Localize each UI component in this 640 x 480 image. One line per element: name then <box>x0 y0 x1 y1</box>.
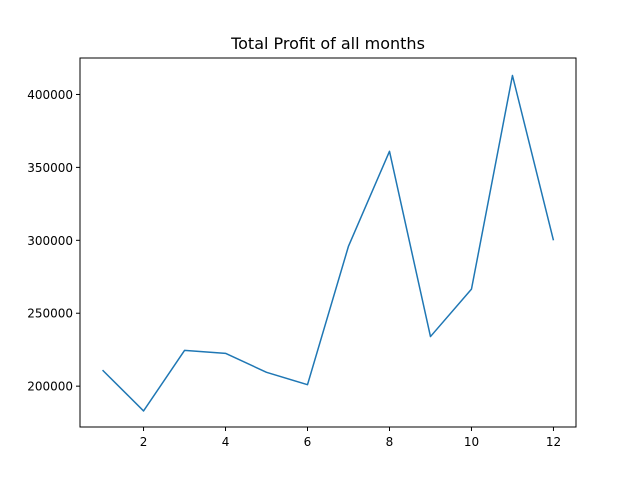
y-tick-label: 400000 <box>27 88 73 102</box>
y-tick-label: 350000 <box>27 161 73 175</box>
plot-area <box>102 74 555 412</box>
y-tick-label: 200000 <box>27 380 73 394</box>
x-tick-label: 2 <box>140 435 148 449</box>
x-tick-label: 8 <box>386 435 394 449</box>
chart-title: Total Profit of all months <box>230 34 425 53</box>
axes-frame <box>79 57 577 428</box>
x-axis: 2 4 6 8 10 12 <box>140 427 561 449</box>
y-axis: 200000 250000 300000 350000 400000 <box>27 88 80 394</box>
y-tick-label: 300000 <box>27 234 73 248</box>
x-tick-label: 4 <box>222 435 230 449</box>
x-tick-label: 12 <box>546 435 561 449</box>
x-tick-label: 10 <box>464 435 479 449</box>
y-tick-label: 250000 <box>27 307 73 321</box>
x-tick-label: 6 <box>304 435 312 449</box>
series-line <box>102 74 555 412</box>
